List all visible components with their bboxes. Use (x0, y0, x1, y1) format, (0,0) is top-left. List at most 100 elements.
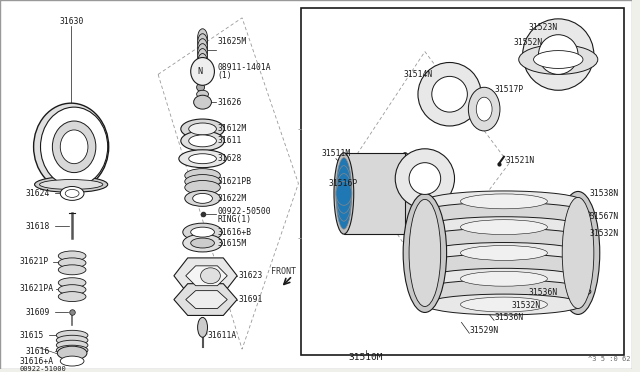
Ellipse shape (183, 223, 222, 241)
Polygon shape (186, 266, 227, 286)
Ellipse shape (65, 189, 79, 198)
Ellipse shape (417, 202, 591, 226)
Bar (301, 8, 625, 355)
Text: 31618: 31618 (26, 222, 50, 231)
Ellipse shape (409, 199, 441, 307)
Ellipse shape (60, 186, 84, 201)
Text: 31616+A: 31616+A (20, 357, 54, 366)
Ellipse shape (181, 119, 224, 139)
Ellipse shape (198, 317, 207, 337)
Ellipse shape (538, 35, 578, 74)
Text: 31621PA: 31621PA (20, 284, 54, 293)
Text: 31516P: 31516P (328, 179, 357, 188)
Ellipse shape (198, 34, 207, 52)
Ellipse shape (193, 193, 212, 203)
Ellipse shape (336, 182, 352, 205)
Ellipse shape (418, 62, 481, 126)
Text: 31621PB: 31621PB (218, 177, 252, 186)
Ellipse shape (425, 191, 583, 212)
Ellipse shape (336, 158, 352, 229)
Ellipse shape (334, 153, 354, 234)
Ellipse shape (556, 192, 600, 314)
Ellipse shape (417, 228, 591, 252)
Ellipse shape (52, 121, 96, 173)
Text: 31612M: 31612M (218, 125, 246, 134)
Ellipse shape (460, 271, 547, 286)
Text: 31510M: 31510M (348, 353, 383, 362)
Ellipse shape (476, 97, 492, 121)
Text: 31567N: 31567N (590, 212, 619, 221)
Text: 31615M: 31615M (218, 238, 246, 247)
Ellipse shape (409, 163, 441, 195)
Ellipse shape (58, 251, 86, 261)
Ellipse shape (191, 58, 214, 85)
Ellipse shape (58, 278, 86, 288)
Ellipse shape (58, 258, 86, 268)
Text: 31623: 31623 (238, 271, 262, 280)
Text: 31532N: 31532N (590, 229, 619, 238)
Ellipse shape (534, 51, 583, 68)
Ellipse shape (185, 190, 220, 206)
Ellipse shape (60, 356, 84, 366)
Text: 31517P: 31517P (494, 85, 524, 94)
Text: 31521N: 31521N (506, 156, 535, 165)
Polygon shape (174, 258, 237, 294)
Text: 31621P: 31621P (20, 257, 49, 266)
Ellipse shape (40, 107, 108, 186)
Ellipse shape (58, 265, 86, 275)
Ellipse shape (60, 130, 88, 164)
Text: 31611A: 31611A (207, 331, 237, 340)
Text: 31536N: 31536N (529, 288, 558, 297)
Ellipse shape (183, 234, 222, 252)
Text: 31616+B: 31616+B (218, 228, 252, 237)
Ellipse shape (200, 268, 220, 284)
Ellipse shape (198, 29, 207, 46)
Polygon shape (186, 291, 227, 308)
Text: 00922-51000: 00922-51000 (20, 366, 67, 372)
Text: FRONT: FRONT (271, 267, 296, 276)
Text: 31532N: 31532N (512, 301, 541, 310)
Polygon shape (174, 284, 237, 315)
Ellipse shape (189, 135, 216, 147)
Text: 31626: 31626 (218, 98, 242, 107)
Ellipse shape (562, 198, 594, 308)
Text: 31514N: 31514N (403, 70, 433, 79)
Ellipse shape (33, 103, 109, 190)
Ellipse shape (56, 330, 88, 340)
Text: 31628: 31628 (218, 154, 242, 163)
Ellipse shape (336, 166, 352, 221)
Ellipse shape (194, 95, 211, 109)
Text: ^3 5 :0 62: ^3 5 :0 62 (588, 356, 630, 362)
Ellipse shape (336, 174, 352, 213)
Text: 31625M: 31625M (218, 37, 246, 46)
Ellipse shape (189, 123, 216, 135)
Ellipse shape (425, 268, 583, 289)
Ellipse shape (417, 254, 591, 278)
Ellipse shape (198, 49, 207, 67)
Ellipse shape (196, 90, 209, 98)
Ellipse shape (35, 177, 108, 192)
Ellipse shape (189, 154, 216, 164)
Ellipse shape (198, 54, 207, 71)
Ellipse shape (425, 294, 583, 315)
Ellipse shape (425, 243, 583, 263)
Ellipse shape (523, 19, 594, 90)
Text: 08911-1401A: 08911-1401A (218, 63, 271, 72)
Ellipse shape (460, 220, 547, 235)
Text: 31622M: 31622M (218, 194, 246, 203)
Ellipse shape (179, 150, 227, 168)
Text: 31529N: 31529N (469, 326, 499, 335)
Ellipse shape (56, 340, 88, 350)
Ellipse shape (198, 44, 207, 61)
Ellipse shape (396, 153, 415, 234)
Ellipse shape (198, 39, 207, 57)
Ellipse shape (396, 149, 454, 208)
Text: 31538N: 31538N (590, 189, 619, 198)
Ellipse shape (56, 335, 88, 345)
Ellipse shape (185, 174, 220, 189)
Text: RING(1): RING(1) (218, 215, 252, 224)
Ellipse shape (460, 297, 547, 312)
Ellipse shape (417, 280, 591, 304)
Ellipse shape (56, 345, 88, 355)
Ellipse shape (191, 227, 214, 237)
